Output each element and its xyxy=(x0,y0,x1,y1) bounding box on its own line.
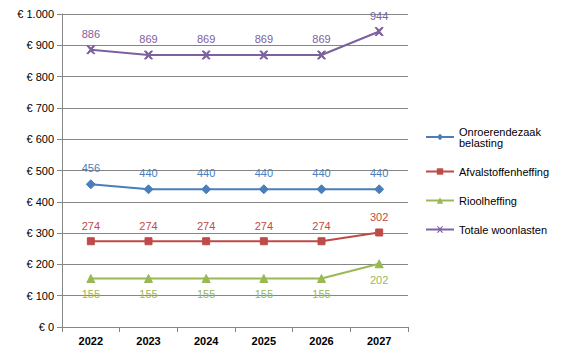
svg-text:155: 155 xyxy=(255,288,273,300)
svg-text:€ 0: € 0 xyxy=(39,321,54,333)
svg-text:944: 944 xyxy=(370,10,388,22)
svg-text:886: 886 xyxy=(82,28,100,40)
svg-text:869: 869 xyxy=(312,33,330,45)
svg-text:Onroerendezaak: Onroerendezaak xyxy=(459,125,544,138)
svg-text:274: 274 xyxy=(312,220,330,232)
svg-text:€ 600: € 600 xyxy=(26,133,54,145)
svg-text:440: 440 xyxy=(312,167,330,179)
svg-text:€ 400: € 400 xyxy=(26,196,54,208)
svg-text:Rioolheffing: Rioolheffing xyxy=(459,195,517,207)
svg-text:274: 274 xyxy=(82,220,100,232)
svg-text:869: 869 xyxy=(255,33,273,45)
svg-text:2023: 2023 xyxy=(136,335,160,347)
svg-text:440: 440 xyxy=(197,167,215,179)
svg-text:155: 155 xyxy=(139,288,157,300)
svg-text:Totale woonlasten: Totale woonlasten xyxy=(459,224,547,236)
svg-text:belasting: belasting xyxy=(459,137,503,149)
svg-text:202: 202 xyxy=(370,274,388,286)
svg-text:440: 440 xyxy=(255,167,273,179)
svg-text:155: 155 xyxy=(197,288,215,300)
svg-text:456: 456 xyxy=(82,162,100,174)
svg-text:2025: 2025 xyxy=(252,335,276,347)
svg-text:€ 500: € 500 xyxy=(26,165,54,177)
svg-text:274: 274 xyxy=(139,220,157,232)
svg-text:€ 1.000: € 1.000 xyxy=(17,8,54,20)
svg-text:€ 300: € 300 xyxy=(26,227,54,239)
svg-text:€ 100: € 100 xyxy=(26,290,54,302)
svg-text:155: 155 xyxy=(82,288,100,300)
svg-text:2024: 2024 xyxy=(194,335,219,347)
svg-text:302: 302 xyxy=(370,211,388,223)
svg-text:€ 200: € 200 xyxy=(26,258,54,270)
svg-text:155: 155 xyxy=(312,288,330,300)
svg-text:869: 869 xyxy=(139,33,157,45)
svg-text:2022: 2022 xyxy=(79,335,103,347)
svg-text:Afvalstoffenheffing: Afvalstoffenheffing xyxy=(459,166,549,178)
svg-text:869: 869 xyxy=(197,33,215,45)
svg-text:440: 440 xyxy=(370,167,388,179)
svg-text:€ 800: € 800 xyxy=(26,71,54,83)
svg-text:274: 274 xyxy=(197,220,215,232)
svg-text:2026: 2026 xyxy=(309,335,333,347)
svg-text:€ 900: € 900 xyxy=(26,39,54,51)
svg-text:€ 700: € 700 xyxy=(26,102,54,114)
svg-text:2027: 2027 xyxy=(367,335,391,347)
svg-text:274: 274 xyxy=(255,220,273,232)
svg-text:440: 440 xyxy=(139,167,157,179)
